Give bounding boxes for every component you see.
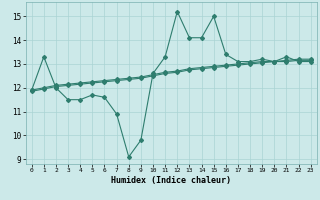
X-axis label: Humidex (Indice chaleur): Humidex (Indice chaleur) [111, 176, 231, 185]
